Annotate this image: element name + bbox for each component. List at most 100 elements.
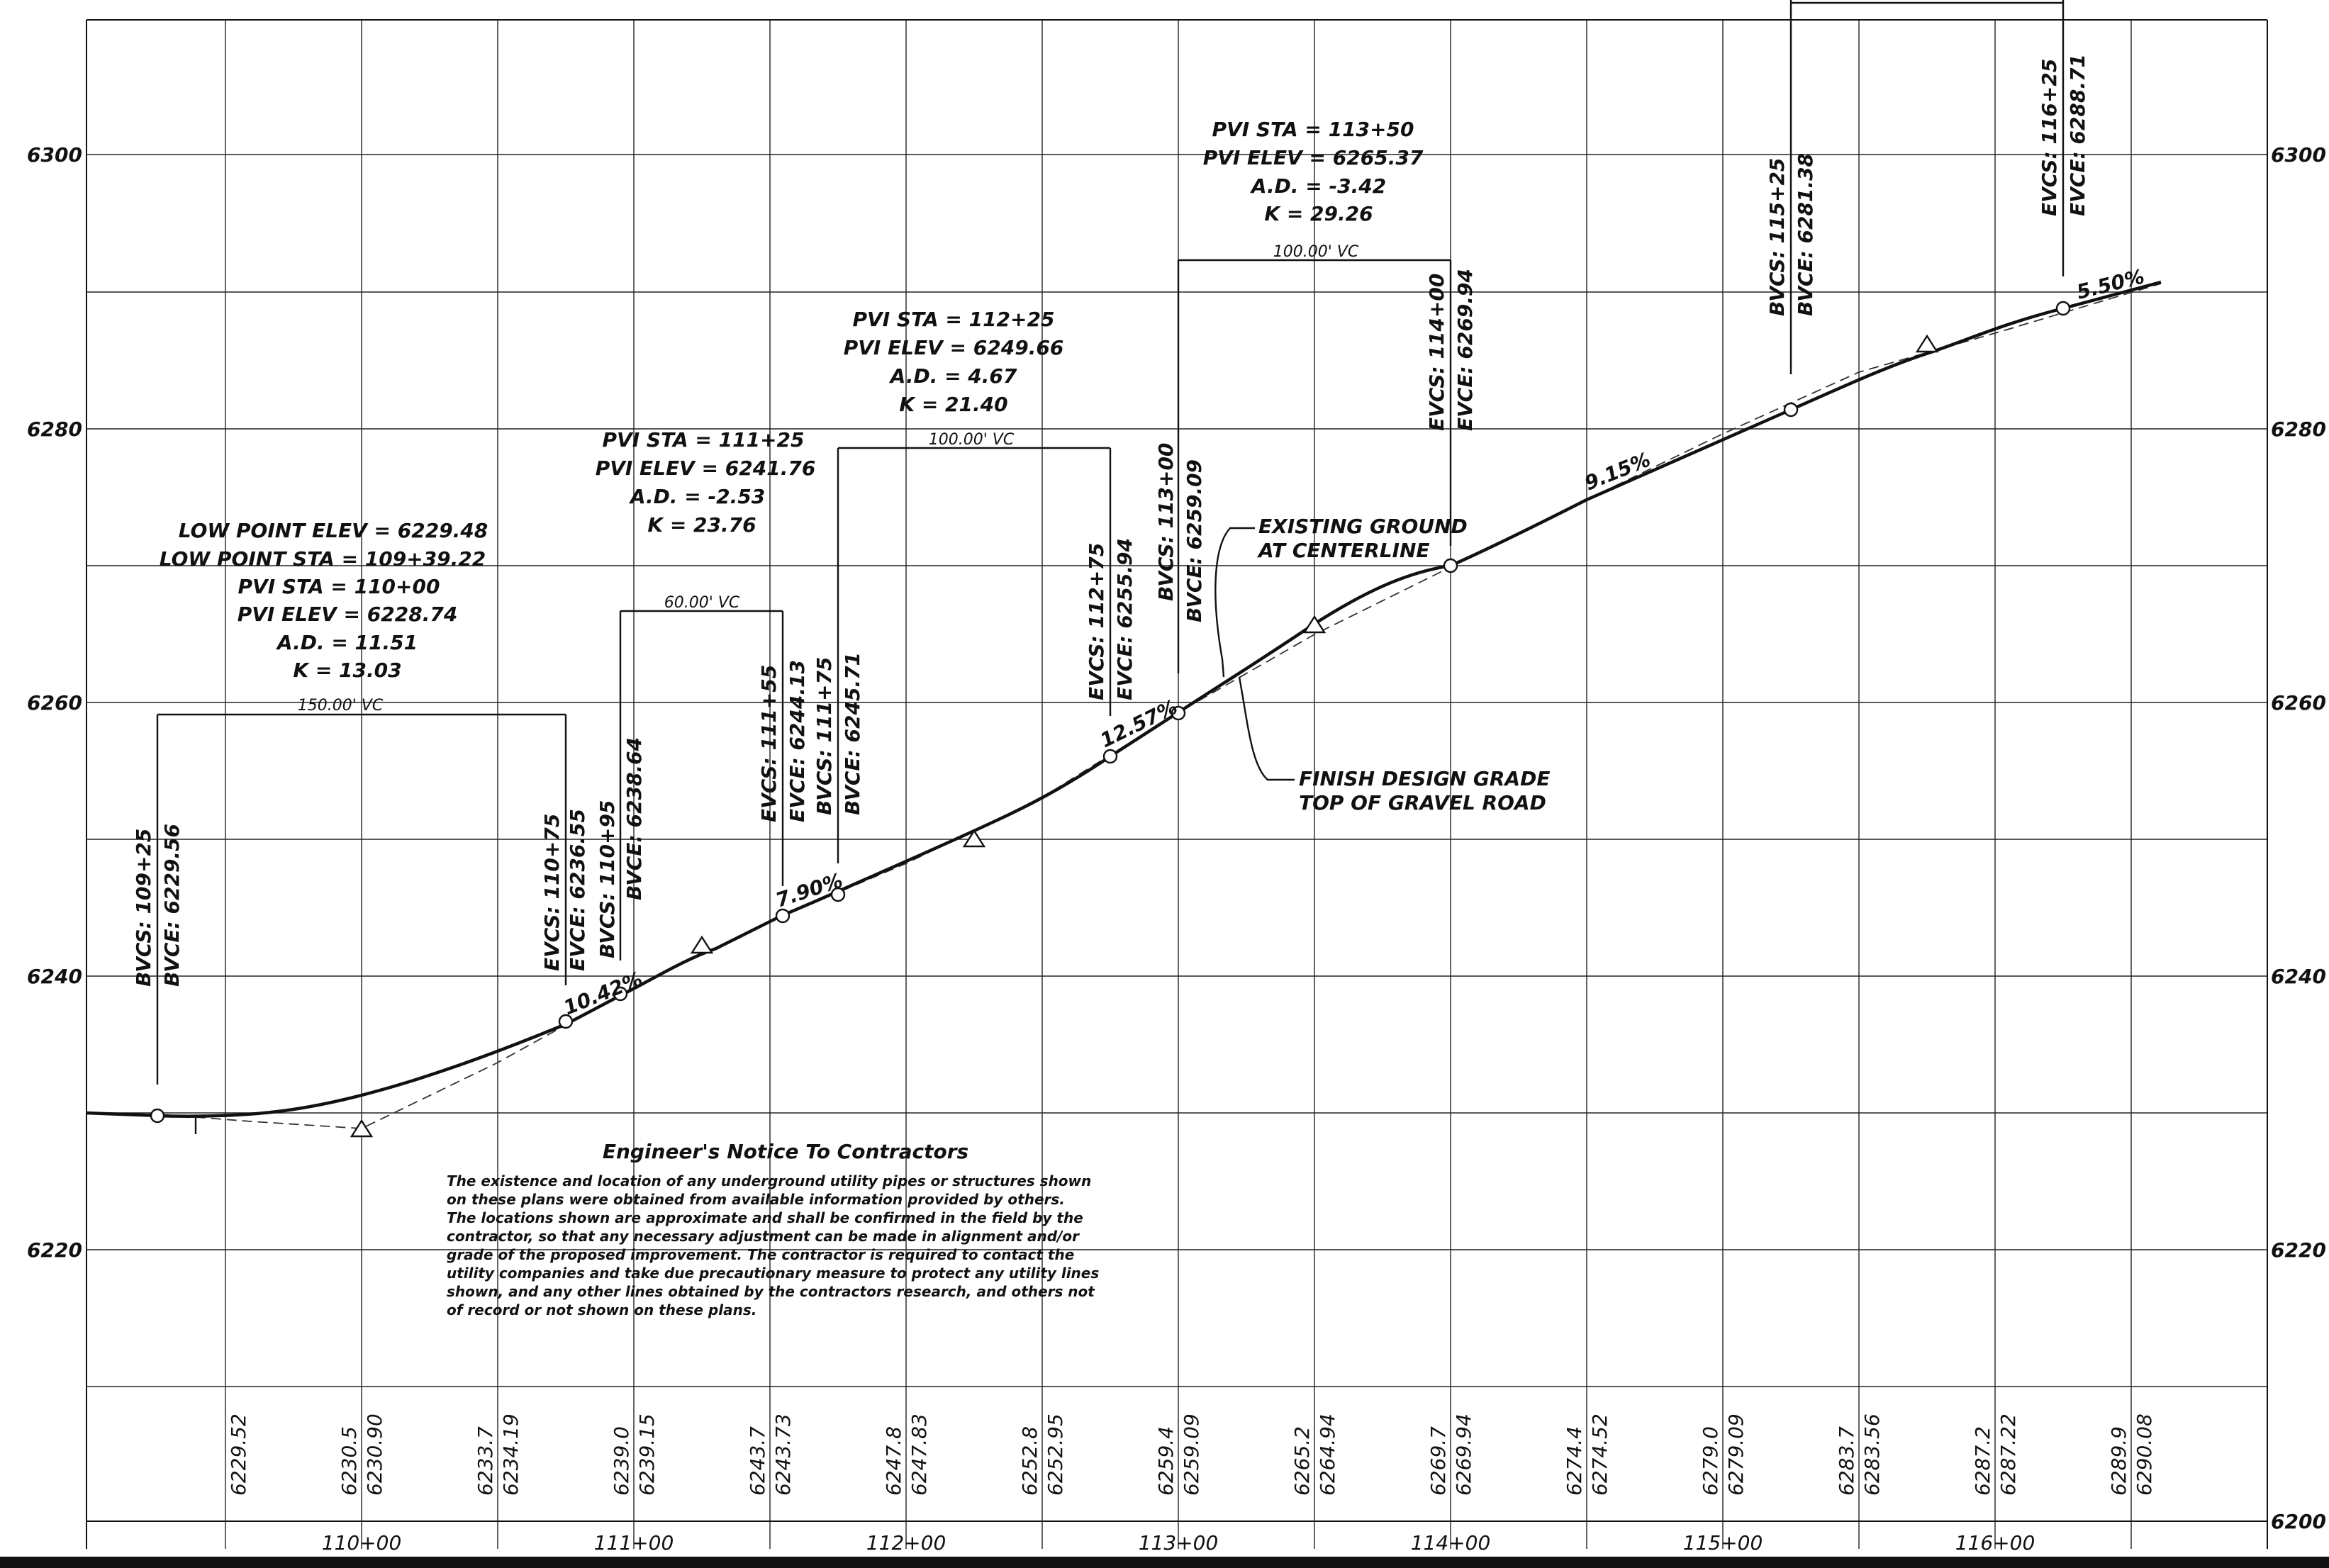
- curve-length: 100.00' VC: [1273, 243, 1359, 261]
- callout-text: EXISTING GROUND: [1258, 515, 1468, 538]
- evc-station: EVCS: 111+55: [757, 665, 781, 822]
- station-label: 110+00: [322, 1531, 402, 1555]
- vertical-curve-3: PVI STA = 112+25 PVI ELEV = 6249.66 A.D.…: [812, 308, 1136, 863]
- notice-line: on these plans were obtained from availa…: [447, 1191, 1065, 1208]
- callout-text: FINISH DESIGN GRADE: [1299, 767, 1550, 790]
- curve-info-line: LOW POINT STA = 109+39.22: [160, 547, 486, 571]
- existing-elev: 6247.8: [882, 1426, 905, 1496]
- curve-info-line: A.D. = 11.51: [276, 631, 418, 654]
- design-elev: 6279.09: [1724, 1413, 1748, 1496]
- curve-length: 150.00' VC: [298, 697, 384, 715]
- existing-elev: 6289.9: [2107, 1426, 2130, 1496]
- curve-info-line: PVI ELEV = 6241.76: [596, 457, 816, 480]
- bvc-marker: [830, 887, 846, 902]
- station-label: 115+00: [1683, 1531, 1763, 1555]
- curve-info-line: A.D. = -2.53: [629, 485, 765, 508]
- station-label: 111+00: [594, 1531, 674, 1555]
- notice-line: shown, and any other lines obtained by t…: [447, 1283, 1095, 1300]
- station-label: 114+00: [1411, 1531, 1491, 1555]
- curve-info-line: K = 29.26: [1264, 202, 1373, 225]
- vertical-curve-4: PVI STA = 113+50 PVI ELEV = 6265.37 A.D.…: [1154, 118, 1477, 673]
- bvc-station: BVCS: 109+25: [132, 829, 155, 987]
- elev-label: 6240: [2271, 965, 2326, 988]
- curve-info-line: PVI ELEV = 6265.37: [1203, 146, 1424, 169]
- evc-station: EVCS: 116+25: [2038, 59, 2061, 216]
- notice-line: contractor, so that any necessary adjust…: [447, 1228, 1080, 1245]
- pvi-marker: [962, 829, 986, 848]
- bvc-elevation: BVCE: 6229.56: [160, 824, 184, 987]
- evc-marker: [1443, 558, 1458, 573]
- existing-elev: 6283.7: [1835, 1426, 1858, 1496]
- design-elev: 6287.22: [1996, 1413, 2020, 1496]
- existing-elev: 6259.4: [1154, 1426, 1178, 1496]
- elev-label: 6260: [2271, 691, 2326, 715]
- bvc-station: BVCS: 113+00: [1154, 443, 1178, 601]
- station-label: 113+00: [1139, 1531, 1219, 1555]
- elevation-grid: [86, 19, 2267, 1522]
- finish-grade-callout: FINISH DESIGN GRADE TOP OF GRAVEL ROAD: [1238, 676, 1550, 814]
- station-label: 116+00: [1955, 1531, 2035, 1555]
- evc-elevation: EVCE: 6236.55: [566, 809, 589, 971]
- evc-station: EVCS: 112+75: [1085, 543, 1108, 700]
- bvc-elevation: BVCE: 6259.09: [1183, 459, 1206, 622]
- grade-label: 10.42%: [560, 967, 645, 1019]
- elev-label: 6280: [27, 418, 82, 441]
- elevation-labels-right: 6300 6280 6260 6240 6220 6200: [2271, 143, 2326, 1533]
- elev-label: 6240: [27, 965, 82, 988]
- engineers-notice: Engineer's Notice To Contractors The exi…: [447, 1140, 1099, 1318]
- design-grade-line: [86, 280, 2162, 1118]
- bvc-station: BVCS: 110+95: [596, 800, 619, 958]
- existing-ground-callout: EXISTING GROUND AT CENTERLINE: [1214, 515, 1468, 678]
- bvc-elevation: BVCE: 6238.64: [622, 737, 646, 900]
- notice-line: utility companies and take due precautio…: [447, 1265, 1099, 1282]
- grade-label: 12.57%: [1097, 695, 1181, 753]
- design-elev: 6274.52: [1588, 1413, 1612, 1496]
- elev-label: 6300: [27, 143, 82, 167]
- bvc-marker: [613, 986, 628, 1002]
- bvc-marker: [1783, 402, 1799, 418]
- curve-info-line: PVI STA = 113+50: [1212, 118, 1414, 141]
- existing-elev: 6269.7: [1426, 1426, 1450, 1496]
- bvc-marker: [1171, 705, 1186, 721]
- curve-info-line: K = 13.03: [293, 659, 401, 682]
- curve-info-line: PVI STA = 111+25: [603, 428, 805, 452]
- existing-elev: 6233.7: [474, 1426, 497, 1496]
- evc-marker: [2055, 301, 2071, 316]
- curve-info-line: A.D. = 4.67: [889, 364, 1017, 388]
- elev-label: 6300: [2271, 143, 2326, 167]
- curve-info-line: PVI STA = 110+00: [238, 575, 440, 598]
- design-elev: 6269.94: [1452, 1413, 1475, 1496]
- design-elev: 6283.56: [1860, 1413, 1884, 1496]
- callout-text: TOP OF GRAVEL ROAD: [1299, 791, 1546, 814]
- curve-info-line: PVI STA = 112+25: [853, 308, 1055, 331]
- elev-label: 6220: [27, 1238, 82, 1262]
- existing-elev: 6279.0: [1699, 1426, 1722, 1496]
- curve-length: 100.00' VC: [929, 431, 1015, 449]
- existing-elev: 6274.4: [1563, 1426, 1586, 1496]
- bvc-station: BVCS: 111+75: [812, 657, 836, 815]
- design-elev: 6234.19: [499, 1413, 523, 1496]
- vertical-curve-2: PVI STA = 111+25 PVI ELEV = 6241.76 A.D.…: [596, 428, 816, 961]
- bottom-border: [0, 1557, 2329, 1568]
- pvi-marker: [690, 935, 714, 954]
- existing-elev: 6239.0: [610, 1426, 633, 1496]
- evc-elevation: EVCE: 6269.94: [1453, 269, 1477, 431]
- elev-label: 6220: [2271, 1238, 2326, 1262]
- pvi-marker: [1302, 615, 1327, 634]
- design-elev: 6239.15: [635, 1413, 659, 1496]
- evc-marker: [1102, 749, 1118, 764]
- evc-station: EVCS: 114+00: [1425, 274, 1448, 431]
- evc-marker: [558, 1014, 574, 1029]
- existing-elev: 6230.5: [337, 1426, 361, 1496]
- grade-label: 9.15%: [1581, 448, 1653, 495]
- bvc-marker: [150, 1108, 165, 1124]
- evc-elevation: EVCE: 6288.71: [2066, 54, 2089, 216]
- curve-info-line: PVI ELEV = 6249.66: [844, 336, 1064, 359]
- design-elev: 6243.73: [771, 1413, 795, 1496]
- existing-ground-line: [86, 283, 2162, 1129]
- existing-elev: 6243.7: [746, 1426, 769, 1496]
- design-elev: 6264.94: [1316, 1413, 1339, 1496]
- callout-text: AT CENTERLINE: [1257, 539, 1430, 562]
- bvc-elevation: BVCE: 6245.71: [841, 652, 864, 815]
- pvi-marker: [350, 1119, 374, 1138]
